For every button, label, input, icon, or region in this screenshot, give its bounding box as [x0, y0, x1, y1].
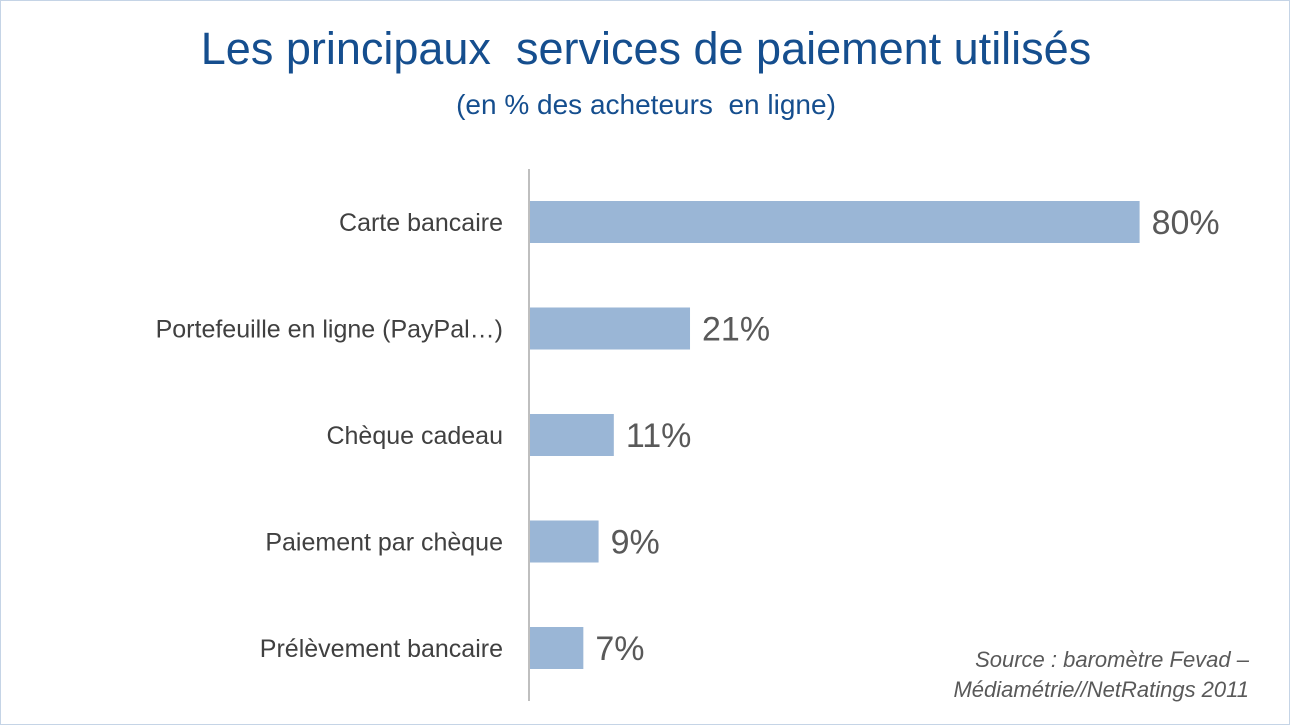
bar	[530, 627, 584, 669]
chart-subtitle: (en % des acheteurs en ligne)	[456, 89, 836, 120]
source-line-1: Source : baromètre Fevad –	[975, 647, 1249, 672]
source-line-2: Médiamétrie//NetRatings 2011	[953, 677, 1249, 702]
value-label: 21%	[702, 311, 770, 349]
bar	[530, 201, 1140, 243]
bar	[530, 414, 614, 456]
category-label: Carte bancaire	[339, 209, 503, 237]
value-label: 9%	[611, 524, 660, 562]
category-label: Prélèvement bancaire	[260, 635, 503, 663]
category-label: Portefeuille en ligne (PayPal…)	[156, 316, 503, 344]
category-label: Chèque cadeau	[326, 422, 503, 450]
value-label: 80%	[1152, 204, 1220, 242]
category-label: Paiement par chèque	[265, 529, 503, 557]
source-note: Source : baromètre Fevad – Médiamétrie//…	[953, 645, 1249, 705]
bar	[530, 307, 691, 350]
chart-title: Les principaux services de paiement util…	[200, 23, 1092, 74]
value-label: 7%	[595, 630, 644, 668]
value-label: 11%	[626, 417, 692, 455]
bar	[530, 520, 599, 563]
